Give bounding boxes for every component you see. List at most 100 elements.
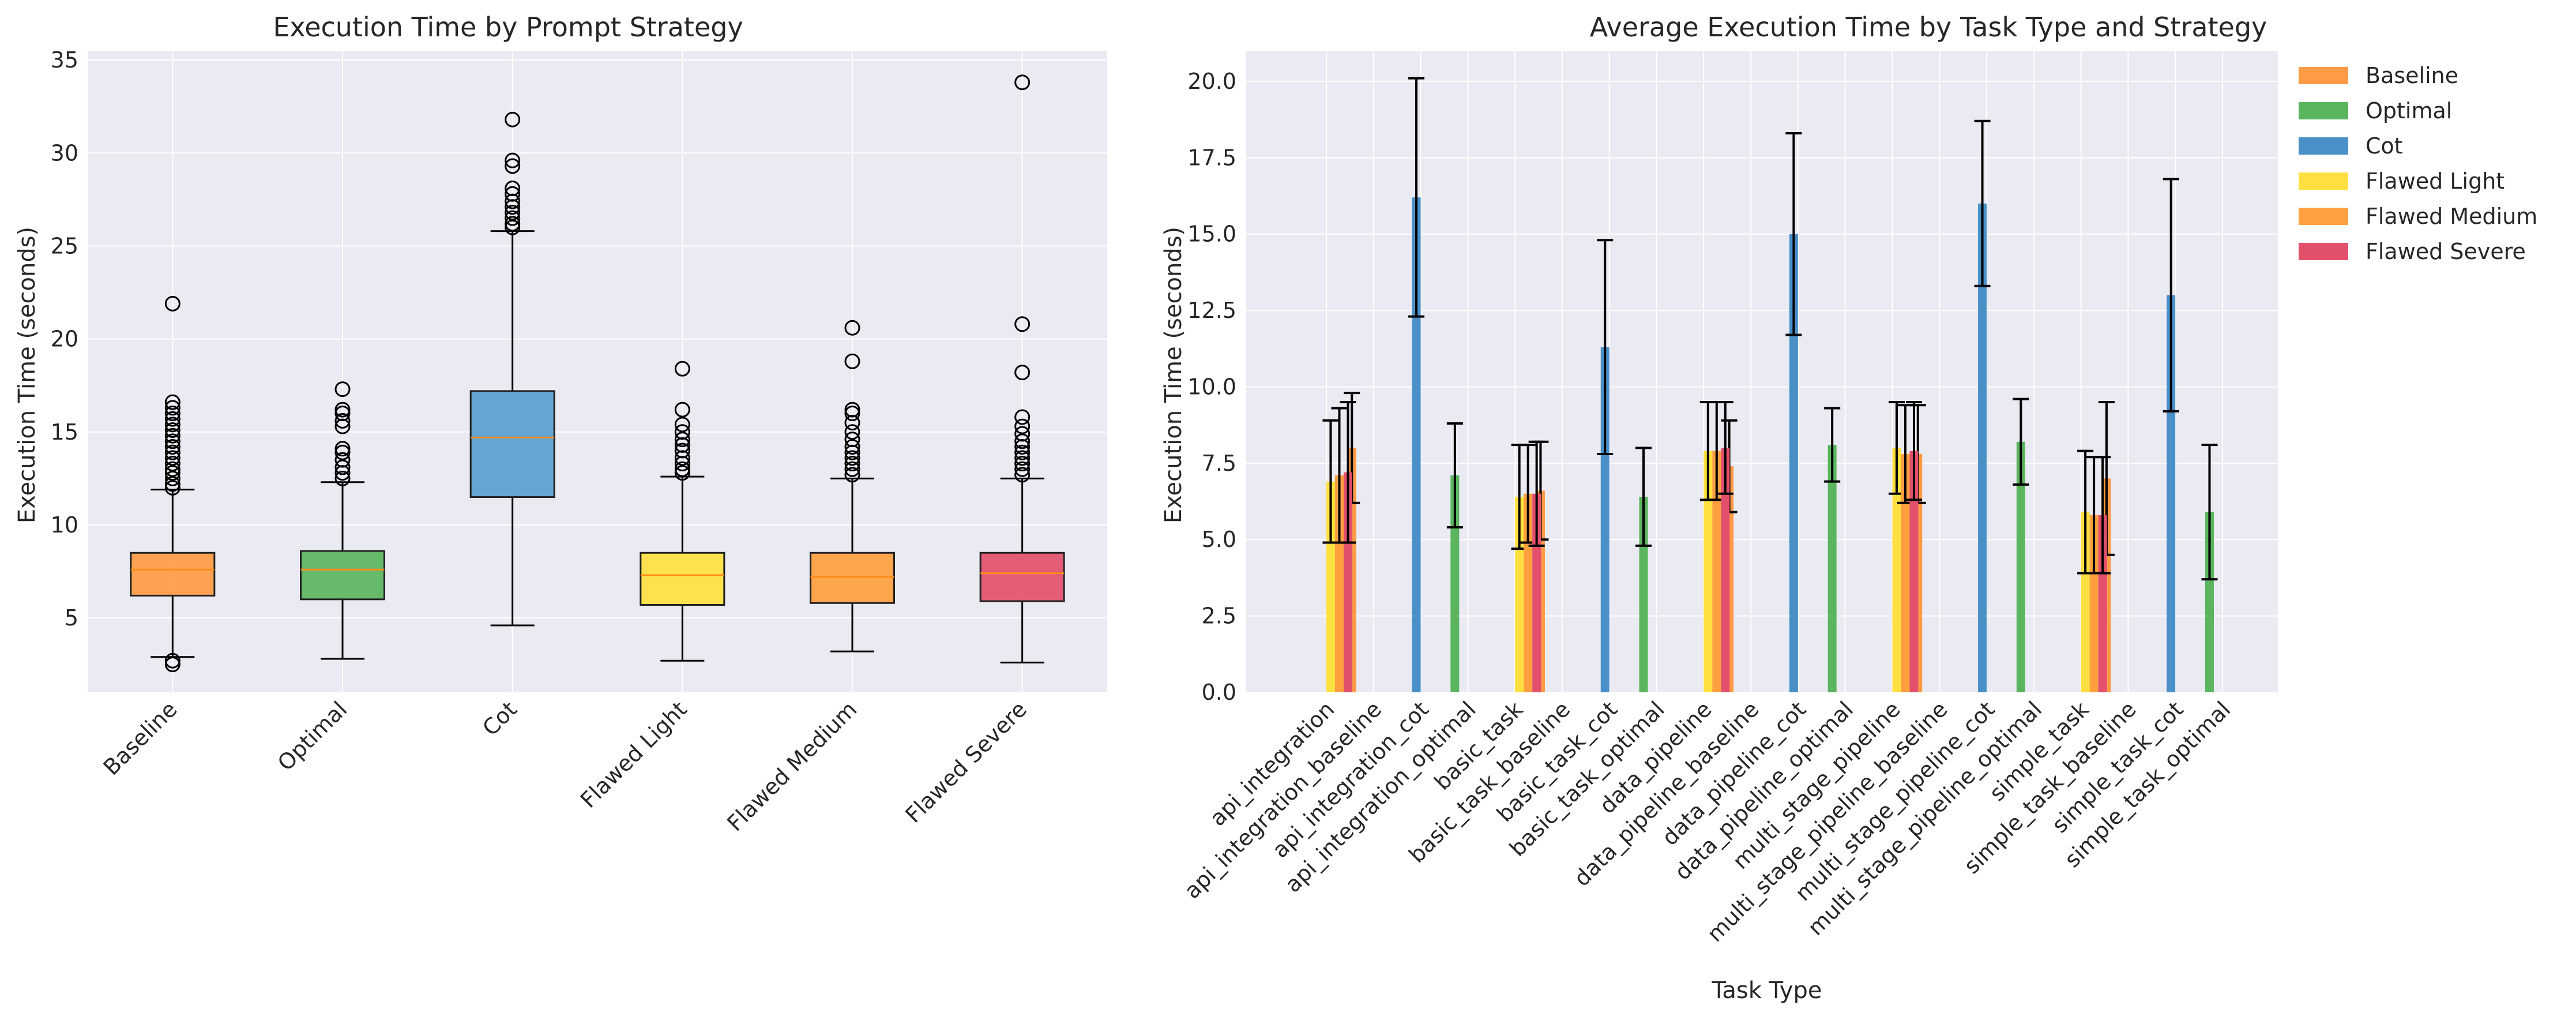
box-outlier bbox=[1014, 450, 1031, 466]
box-outlier bbox=[1014, 74, 1031, 91]
box-outlier bbox=[1014, 316, 1031, 332]
bar bbox=[1600, 347, 1609, 692]
box-outlier bbox=[164, 427, 180, 444]
box-outlier bbox=[844, 467, 860, 483]
right-plot-area bbox=[1246, 51, 2278, 692]
box-outlier bbox=[674, 461, 690, 477]
box-outlier bbox=[1014, 461, 1031, 477]
box-outlier bbox=[164, 476, 180, 492]
bar bbox=[2098, 515, 2107, 692]
box-outlier bbox=[1014, 456, 1031, 472]
legend-swatch bbox=[2299, 102, 2348, 119]
box-outlier bbox=[334, 441, 351, 457]
box-outlier bbox=[844, 439, 860, 455]
left-x-tick-label: Optimal bbox=[273, 696, 352, 775]
box-outlier bbox=[674, 432, 690, 448]
bar bbox=[1344, 472, 1352, 692]
right-y-tick-label: 12.5 bbox=[1187, 298, 1236, 323]
box-outlier bbox=[164, 400, 180, 416]
series-flawed-light bbox=[1322, 400, 2094, 692]
box-outlier bbox=[674, 442, 690, 459]
box-outlier bbox=[674, 465, 690, 481]
box-outlier bbox=[505, 181, 521, 197]
legend: Baseline Optimal Cot Flawed Light Flawed Med… bbox=[2299, 63, 2537, 264]
box-outlier bbox=[334, 470, 351, 486]
bar bbox=[2167, 295, 2176, 693]
left-plot-area bbox=[88, 51, 1107, 692]
right-chart-x-axis-label: Task Type bbox=[1712, 977, 1822, 1004]
left-x-tick-label: Cot bbox=[477, 696, 522, 741]
bar bbox=[2016, 441, 2025, 692]
box-outlier bbox=[334, 406, 351, 422]
box-outlier bbox=[844, 320, 860, 336]
box-outlier bbox=[1014, 418, 1031, 434]
box-outlier bbox=[1014, 467, 1031, 483]
box-cot bbox=[469, 111, 555, 627]
box-outlier bbox=[505, 111, 521, 127]
left-x-tick-label: Flawed Severe bbox=[900, 696, 1032, 828]
box-outlier bbox=[1014, 409, 1031, 425]
bar bbox=[1712, 451, 1721, 692]
box-outlier bbox=[505, 186, 521, 202]
right-x-tick-label: api_integration_baseline bbox=[1179, 696, 1386, 903]
left-y-tick-label: 25 bbox=[51, 233, 78, 258]
bar bbox=[1901, 453, 1910, 692]
box-outlier bbox=[844, 402, 860, 418]
box-outlier bbox=[164, 444, 180, 460]
right-y-tick-label: 15.0 bbox=[1187, 222, 1236, 247]
left-y-tick-label: 10 bbox=[51, 512, 78, 538]
bar bbox=[1721, 448, 1730, 692]
left-y-tick-label: 20 bbox=[51, 327, 78, 352]
series-flawed-severe bbox=[1340, 400, 2111, 692]
box-outlier bbox=[674, 417, 690, 433]
box-outlier bbox=[844, 353, 860, 369]
box-outlier bbox=[164, 406, 180, 422]
left-x-tick-label: Baseline bbox=[99, 696, 182, 780]
box-iqr bbox=[469, 390, 555, 498]
box-outlier bbox=[334, 452, 351, 468]
legend-swatch bbox=[2299, 208, 2348, 225]
box-outlier bbox=[334, 412, 351, 429]
legend-label: Baseline bbox=[2366, 63, 2458, 88]
box-iqr bbox=[300, 550, 385, 601]
box-baseline bbox=[130, 295, 216, 673]
box-outlier bbox=[844, 424, 860, 440]
box-outlier bbox=[844, 432, 860, 448]
box-outlier bbox=[164, 456, 180, 472]
box-outlier bbox=[1014, 444, 1031, 460]
box-outlier bbox=[674, 361, 690, 377]
box-outlier bbox=[164, 479, 180, 496]
box-outlier bbox=[844, 456, 860, 472]
left-chart-title: Execution Time by Prompt Strategy bbox=[273, 12, 743, 43]
bar bbox=[2081, 512, 2090, 692]
box-iqr bbox=[810, 552, 895, 604]
bar bbox=[1515, 497, 1524, 692]
right-y-tick-label: 17.5 bbox=[1187, 145, 1236, 170]
box-outlier bbox=[164, 450, 180, 466]
bar bbox=[1892, 448, 1901, 692]
bar bbox=[1326, 481, 1335, 692]
legend-swatch bbox=[2299, 137, 2348, 155]
right-chart-title: Average Execution Time by Task Type and … bbox=[1590, 12, 2267, 43]
left-y-tick-label: 5 bbox=[65, 605, 78, 631]
box-optimal bbox=[300, 381, 385, 660]
box-outlier bbox=[505, 204, 521, 220]
box-outlier bbox=[505, 219, 521, 235]
box-outlier bbox=[164, 433, 180, 449]
box-outlier bbox=[844, 406, 860, 422]
bar bbox=[1450, 475, 1460, 692]
box-outlier bbox=[1014, 365, 1031, 381]
box-outlier bbox=[164, 652, 180, 669]
left-x-tick-label: Flawed Light bbox=[576, 696, 692, 813]
box-outlier bbox=[334, 402, 351, 418]
box-outlier bbox=[674, 424, 690, 440]
box-outlier bbox=[844, 461, 860, 477]
right-chart-y-axis-label: Execution Time (seconds) bbox=[1160, 227, 1187, 523]
bar bbox=[1335, 475, 1344, 692]
right-y-tick-label: 20.0 bbox=[1187, 69, 1236, 94]
bar bbox=[1978, 203, 1987, 692]
box-outlier bbox=[334, 459, 351, 475]
right-y-tick-label: 2.5 bbox=[1202, 603, 1236, 629]
box-outlier bbox=[164, 295, 180, 312]
